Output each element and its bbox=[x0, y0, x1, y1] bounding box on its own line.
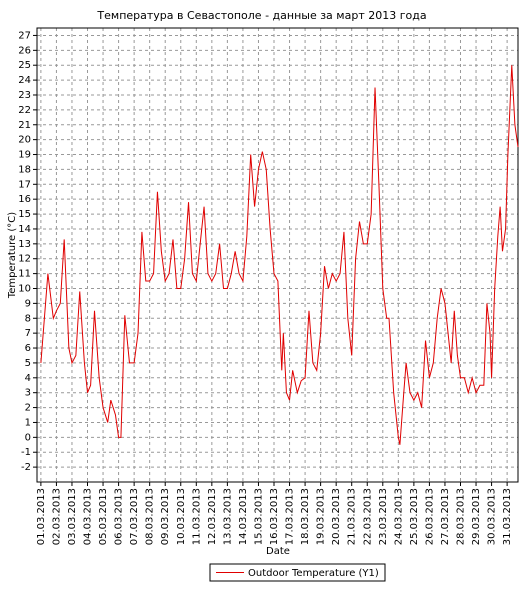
y-tick-label: 21 bbox=[18, 120, 31, 131]
x-tick-label: 02.03.2013 bbox=[51, 488, 62, 545]
y-tick-label: 10 bbox=[18, 283, 31, 294]
x-tick-label: 19.03.2013 bbox=[316, 488, 327, 545]
legend-label: Outdoor Temperature (Y1) bbox=[248, 568, 379, 579]
x-tick-label: 22.03.2013 bbox=[362, 488, 373, 545]
y-tick-label: 19 bbox=[18, 150, 31, 161]
y-tick-label: 9 bbox=[25, 298, 31, 309]
x-tick-label: 20.03.2013 bbox=[331, 488, 342, 545]
line-series bbox=[40, 65, 519, 445]
y-tick-label: 26 bbox=[18, 45, 31, 56]
x-tick-label: 14.03.2013 bbox=[238, 488, 249, 545]
x-tick-label: 21.03.2013 bbox=[347, 488, 358, 545]
x-tick-label: 04.03.2013 bbox=[83, 488, 94, 545]
x-tick-label: 25.03.2013 bbox=[409, 488, 420, 545]
y-tick-label: 12 bbox=[18, 254, 31, 265]
y-tick-label: 2 bbox=[25, 403, 31, 414]
plot-area bbox=[37, 28, 518, 482]
y-tick-label: 5 bbox=[25, 358, 31, 369]
y-tick-label: 4 bbox=[25, 373, 31, 384]
x-tick-label: 01.03.2013 bbox=[36, 488, 47, 545]
y-tick-label: 14 bbox=[18, 224, 31, 235]
x-tick-label: 27.03.2013 bbox=[440, 488, 451, 545]
y-tick-label: 22 bbox=[18, 105, 31, 116]
x-tick-label: 16.03.2013 bbox=[269, 488, 280, 545]
chart-title: Температура в Севастополе - данные за ма… bbox=[96, 9, 426, 22]
x-tick-label: 11.03.2013 bbox=[191, 488, 202, 545]
y-tick-label: 3 bbox=[25, 388, 31, 399]
x-tick-label: 30.03.2013 bbox=[487, 488, 498, 545]
plot-border bbox=[36, 27, 519, 483]
x-axis-label: Date bbox=[266, 546, 290, 557]
x-tick-label: 23.03.2013 bbox=[378, 488, 389, 545]
x-tick-label: 28.03.2013 bbox=[455, 488, 466, 545]
y-tick-label: -1 bbox=[21, 447, 31, 458]
y-tick-label: 13 bbox=[18, 239, 31, 250]
x-tick-label: 15.03.2013 bbox=[253, 488, 264, 545]
x-tick-label: 26.03.2013 bbox=[424, 488, 435, 545]
x-tick-label: 06.03.2013 bbox=[114, 488, 125, 545]
legend-box bbox=[209, 563, 386, 582]
x-tick-label: 10.03.2013 bbox=[176, 488, 187, 545]
y-tick-label: 20 bbox=[18, 135, 31, 146]
y-tick-label: -2 bbox=[21, 462, 31, 473]
x-tick-label: 07.03.2013 bbox=[129, 488, 140, 545]
y-tick-label: 11 bbox=[18, 269, 31, 280]
y-tick-label: 7 bbox=[25, 328, 31, 339]
y-axis-label: Temperature (°C) bbox=[7, 212, 18, 299]
y-tick-label: 1 bbox=[25, 417, 31, 428]
y-tick-label: 27 bbox=[18, 30, 31, 41]
y-tick-label: 16 bbox=[18, 194, 31, 205]
y-tick-label: 24 bbox=[18, 75, 31, 86]
y-tick-label: 15 bbox=[18, 209, 31, 220]
x-tick-label: 09.03.2013 bbox=[160, 488, 171, 545]
x-tick-label: 29.03.2013 bbox=[471, 488, 482, 545]
y-tick-label: 0 bbox=[25, 432, 31, 443]
x-tick-label: 31.03.2013 bbox=[502, 488, 513, 545]
x-tick-label: 05.03.2013 bbox=[98, 488, 109, 545]
x-tick-label: 13.03.2013 bbox=[222, 488, 233, 545]
y-tick-label: 8 bbox=[25, 313, 31, 324]
y-tick-label: 25 bbox=[18, 60, 31, 71]
y-tick-label: 17 bbox=[18, 179, 31, 190]
x-tick-label: 03.03.2013 bbox=[67, 488, 78, 545]
x-tick-label: 17.03.2013 bbox=[285, 488, 296, 545]
x-tick-label: 24.03.2013 bbox=[393, 488, 404, 545]
x-tick-label: 08.03.2013 bbox=[145, 488, 156, 545]
x-tick-label: 12.03.2013 bbox=[207, 488, 218, 545]
y-tick-label: 23 bbox=[18, 90, 31, 101]
y-tick-label: 6 bbox=[25, 343, 31, 354]
x-tick-label: 18.03.2013 bbox=[300, 488, 311, 545]
y-tick-label: 18 bbox=[18, 164, 31, 175]
